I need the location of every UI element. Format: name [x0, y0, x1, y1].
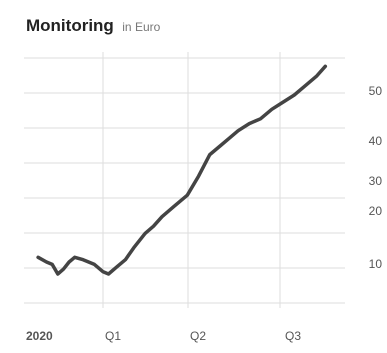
x-axis-labels: 2020 Q1 Q2 Q3: [26, 329, 301, 343]
chart-header: Monitoring in Euro: [26, 16, 160, 38]
y-tick-label-30: 30: [369, 174, 383, 188]
y-tick-label-40: 40: [369, 134, 383, 148]
x-tick-label-q1: Q1: [105, 329, 121, 343]
vertical-gridlines: [102, 52, 281, 308]
y-tick-label-20: 20: [369, 204, 383, 218]
x-tick-label-q2: Q2: [190, 329, 206, 343]
x-tick-label-q3: Q3: [285, 329, 301, 343]
y-tick-label-10: 10: [369, 257, 383, 271]
chart-subtitle: in Euro: [122, 20, 161, 34]
y-tick-label-50: 50: [369, 84, 383, 98]
series-line: [36, 64, 328, 276]
y-axis-labels: 50 40 30 20 10: [369, 84, 383, 271]
x-tick-label-2020: 2020: [26, 329, 53, 343]
series-group: [36, 64, 328, 276]
chart-title: Monitoring: [26, 16, 114, 35]
horizontal-gridlines: [24, 57, 345, 304]
